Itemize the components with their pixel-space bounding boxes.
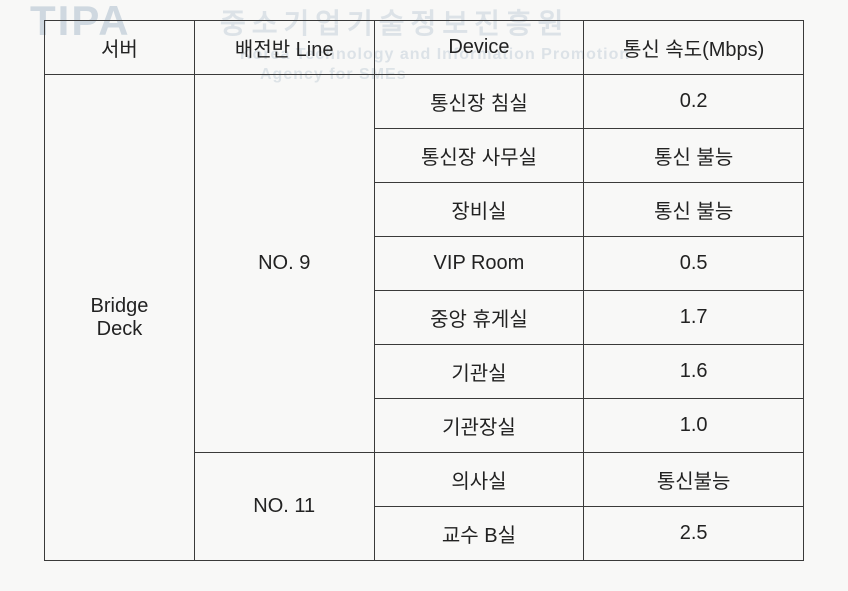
- device-speed-table: 서버 배전반 Line Device 통신 속도(Mbps) BridgeDec…: [44, 20, 804, 561]
- speed-cell: 0.2: [584, 75, 804, 129]
- speed-cell: 통신불능: [584, 453, 804, 507]
- table-row: BridgeDeck NO. 9 통신장 침실 0.2: [45, 75, 804, 129]
- speed-cell: 1.7: [584, 291, 804, 345]
- speed-cell: 1.6: [584, 345, 804, 399]
- device-cell: 중앙 휴게실: [374, 291, 584, 345]
- server-name: BridgeDeck: [91, 295, 149, 340]
- table-header-row: 서버 배전반 Line Device 통신 속도(Mbps): [45, 21, 804, 75]
- col-header-server: 서버: [45, 21, 195, 75]
- speed-cell: 1.0: [584, 399, 804, 453]
- speed-cell: 2.5: [584, 507, 804, 561]
- speed-cell: 통신 불능: [584, 183, 804, 237]
- device-cell: 기관장실: [374, 399, 584, 453]
- col-header-line: 배전반 Line: [194, 21, 374, 75]
- line-cell: NO. 9: [194, 75, 374, 453]
- device-cell: 기관실: [374, 345, 584, 399]
- device-cell: 장비실: [374, 183, 584, 237]
- device-cell: 통신장 사무실: [374, 129, 584, 183]
- speed-cell: 0.5: [584, 237, 804, 291]
- device-cell: VIP Room: [374, 237, 584, 291]
- server-cell: BridgeDeck: [45, 75, 195, 561]
- device-cell: 교수 B실: [374, 507, 584, 561]
- col-header-speed: 통신 속도(Mbps): [584, 21, 804, 75]
- speed-cell: 통신 불능: [584, 129, 804, 183]
- device-cell: 의사실: [374, 453, 584, 507]
- line-cell: NO. 11: [194, 453, 374, 561]
- device-cell: 통신장 침실: [374, 75, 584, 129]
- col-header-device: Device: [374, 21, 584, 75]
